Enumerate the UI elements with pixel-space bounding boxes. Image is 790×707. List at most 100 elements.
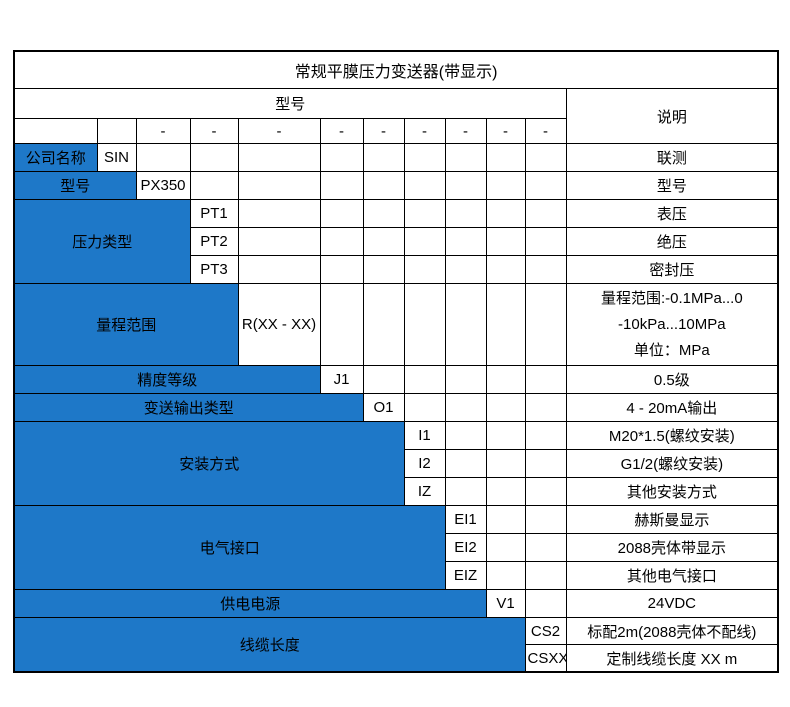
empty-cell <box>403 199 446 228</box>
empty-cell <box>524 143 567 172</box>
empty-cell <box>524 589 567 618</box>
label-cell-range: 量程范围 <box>13 283 239 366</box>
description-header: 说明 <box>565 88 779 144</box>
empty-cell <box>485 449 526 478</box>
empty-cell <box>524 421 567 450</box>
empty-cell <box>362 255 405 284</box>
code-cell-cs2: CS2 <box>524 617 567 645</box>
code-cell-csxx: CSXX <box>524 644 567 673</box>
empty-cell <box>444 255 487 284</box>
empty-cell <box>524 449 567 478</box>
empty-cell <box>403 143 446 172</box>
empty-cell <box>524 505 567 534</box>
label-cell-cable-length: 线缆长度 <box>13 617 526 673</box>
empty-cell <box>524 365 567 394</box>
empty-cell <box>403 255 446 284</box>
empty-cell <box>485 421 526 450</box>
range-desc-line-3: 单位：MPa <box>633 341 710 359</box>
empty-cell <box>237 143 321 172</box>
empty-cell <box>319 171 364 200</box>
empty-cell <box>403 227 446 256</box>
spec-table-container: 常规平膜压力变送器(带显示) 型号 说明 - - - - - - - - - <box>13 50 780 673</box>
empty-cell <box>485 365 526 394</box>
empty-cell <box>403 283 446 366</box>
range-desc-line-2: -10kPa...10MPa <box>618 315 726 333</box>
separator-cell: - <box>403 118 446 144</box>
empty-cell <box>485 533 526 562</box>
empty-cell <box>485 143 526 172</box>
empty-cell <box>524 283 567 366</box>
empty-cell <box>362 171 405 200</box>
empty-cell <box>485 283 526 366</box>
separator-cell: - <box>237 118 321 144</box>
empty-cell <box>524 561 567 590</box>
desc-cell-eiz: 其他电气接口 <box>565 561 779 590</box>
label-cell-pressure-type: 压力类型 <box>13 199 191 284</box>
range-desc-line-1: 量程范围:-0.1MPa...0 <box>600 289 743 307</box>
empty-cell <box>444 143 487 172</box>
empty-cell <box>319 255 364 284</box>
empty-cell <box>189 171 239 200</box>
code-cell-pt2: PT2 <box>189 227 239 256</box>
code-cell-j1: J1 <box>319 365 364 394</box>
desc-cell-i2: G1/2(螺纹安装) <box>565 449 779 478</box>
desc-cell-model: 型号 <box>565 171 779 200</box>
code-cell-eiz: EIZ <box>444 561 487 590</box>
empty-cell <box>444 365 487 394</box>
empty-cell <box>403 365 446 394</box>
empty-cell <box>524 199 567 228</box>
separator-cell: - <box>524 118 567 144</box>
desc-cell-ei2: 2088壳体带显示 <box>565 533 779 562</box>
label-cell-output-type: 变送输出类型 <box>13 393 364 422</box>
empty-cell <box>403 393 446 422</box>
separator-cell: - <box>135 118 191 144</box>
empty-cell <box>237 255 321 284</box>
empty-cell <box>485 199 526 228</box>
empty-cell <box>444 199 487 228</box>
desc-cell-pt2: 绝压 <box>565 227 779 256</box>
empty-cell <box>524 393 567 422</box>
code-cell-pt1: PT1 <box>189 199 239 228</box>
label-cell-installation: 安装方式 <box>13 421 405 506</box>
empty-cell <box>319 283 364 366</box>
separator-cell: - <box>444 118 487 144</box>
code-cell-v1: V1 <box>485 589 526 618</box>
empty-cell <box>319 199 364 228</box>
desc-cell-output: 4 - 20mA输出 <box>565 393 779 422</box>
empty-cell <box>485 227 526 256</box>
code-cell-sin: SIN <box>96 143 137 172</box>
empty-cell <box>237 171 321 200</box>
model-header: 型号 <box>13 88 567 119</box>
desc-cell-cs2: 标配2m(2088壳体不配线) <box>565 617 779 645</box>
label-cell-power-supply: 供电电源 <box>13 589 487 618</box>
code-cell-px350: PX350 <box>135 171 191 200</box>
empty-cell <box>444 477 487 506</box>
separator-cell: - <box>362 118 405 144</box>
empty-cell <box>189 143 239 172</box>
empty-cell <box>444 449 487 478</box>
empty-cell <box>362 199 405 228</box>
empty-cell <box>319 227 364 256</box>
empty-cell <box>237 199 321 228</box>
empty-cell <box>444 421 487 450</box>
desc-cell-company: 联测 <box>565 143 779 172</box>
empty-cell <box>13 118 98 144</box>
desc-cell-accuracy: 0.5级 <box>565 365 779 394</box>
code-cell-iz: IZ <box>403 477 446 506</box>
empty-cell <box>444 227 487 256</box>
empty-cell <box>485 561 526 590</box>
empty-cell <box>237 227 321 256</box>
label-cell-company-name: 公司名称 <box>13 143 98 172</box>
empty-cell <box>524 477 567 506</box>
separator-cell: - <box>189 118 239 144</box>
desc-cell-pt1: 表压 <box>565 199 779 228</box>
code-cell-range: R(XX - XX) <box>237 283 321 366</box>
empty-cell <box>444 283 487 366</box>
empty-cell <box>135 143 191 172</box>
label-cell-electrical-interface: 电气接口 <box>13 505 446 590</box>
empty-cell <box>362 283 405 366</box>
empty-cell <box>485 505 526 534</box>
code-cell-ei2: EI2 <box>444 533 487 562</box>
desc-cell-iz: 其他安装方式 <box>565 477 779 506</box>
